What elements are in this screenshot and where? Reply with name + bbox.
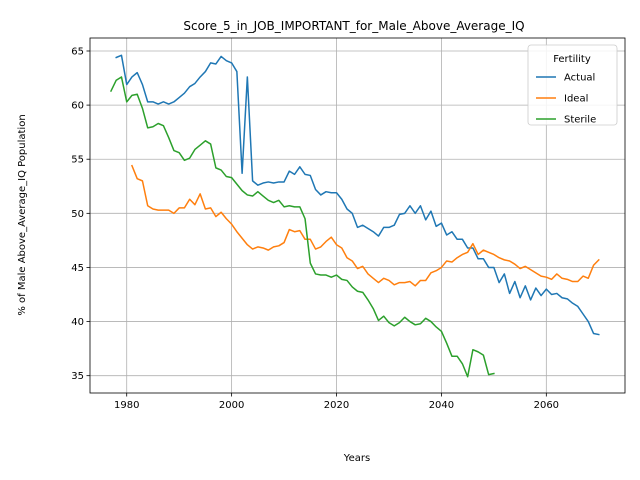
y-tick-label: 40 bbox=[71, 317, 84, 328]
y-tick-label: 55 bbox=[71, 155, 84, 166]
y-tick-label: 50 bbox=[71, 209, 84, 220]
legend-label-actual: Actual bbox=[564, 73, 595, 84]
legend-label-ideal: Ideal bbox=[564, 94, 588, 105]
legend-box bbox=[527, 44, 618, 126]
x-tick-label: 2000 bbox=[219, 400, 244, 411]
x-tick-label: 2020 bbox=[324, 400, 349, 411]
x-tick-label: 2040 bbox=[429, 400, 454, 411]
series-line-ideal bbox=[130, 164, 600, 287]
plot-frame bbox=[89, 37, 626, 394]
series-line-actual bbox=[115, 54, 600, 336]
series-line-sterile bbox=[109, 76, 495, 378]
y-tick-label: 45 bbox=[71, 263, 84, 274]
y-axis-ticks: 35 40 45 50 55 60 65 bbox=[71, 46, 90, 382]
y-tick-label: 35 bbox=[71, 371, 84, 382]
legend: Fertility Actual Ideal Sterile bbox=[527, 44, 618, 126]
legend-title: Fertility bbox=[553, 54, 591, 65]
legend-entries: Actual Ideal Sterile bbox=[536, 73, 596, 126]
x-axis-title: Years bbox=[343, 453, 370, 464]
y-tick-label: 60 bbox=[71, 101, 84, 112]
y-axis-title: % of Male Above_Average_IQ Population bbox=[17, 114, 28, 315]
y-tick-label: 65 bbox=[71, 46, 84, 57]
legend-label-sterile: Sterile bbox=[564, 115, 596, 126]
chart-title: Score_5_in_JOB_IMPORTANT_for_Male_Above_… bbox=[183, 19, 524, 33]
series-lines bbox=[109, 54, 600, 378]
x-tick-label: 1980 bbox=[114, 400, 139, 411]
x-axis-ticks: 1980 2000 2020 2040 2060 bbox=[114, 393, 559, 411]
x-tick-label: 2060 bbox=[534, 400, 559, 411]
